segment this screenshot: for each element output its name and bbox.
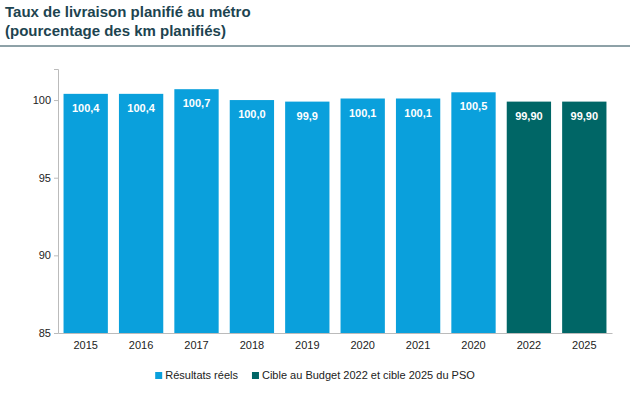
data-labels: 100,4 100,4 100,7 100,0 99,9 100,1 100,1 100,5 9… — [72, 97, 598, 121]
x-tick-label: 2016 — [129, 339, 153, 351]
data-label: 100,4 — [72, 102, 100, 114]
chart: Taux de livraison planifié au métro (pour… — [0, 0, 630, 393]
x-tick-label: 2019 — [295, 339, 319, 351]
x-tick: 2020 — [350, 339, 374, 351]
bar — [64, 94, 108, 333]
y-tick-label: 95 — [39, 172, 51, 184]
legend-swatch — [252, 372, 259, 379]
x-tick-label: 2020 — [350, 339, 374, 351]
x-tick: 2025 — [572, 339, 596, 351]
x-tick-label: 2021 — [406, 339, 430, 351]
y-axis-line — [54, 70, 59, 334]
y-tick-mark — [54, 333, 58, 334]
x-tick: 2017 — [184, 339, 208, 351]
y-tick-label: 90 — [39, 249, 51, 261]
legend-label: Cible au Budget 2022 et cible 2025 du PS… — [262, 369, 475, 381]
y-tick: 95 — [39, 172, 58, 184]
data-label: 100,5 — [460, 100, 488, 112]
data-label: 100,1 — [349, 107, 377, 119]
x-tick-label: 2017 — [184, 339, 208, 351]
y-tick-mark — [54, 100, 58, 101]
data-label: 100,7 — [183, 97, 211, 109]
legend-label: Résultats réels — [165, 369, 238, 381]
bar — [174, 89, 218, 333]
bar — [341, 99, 385, 333]
x-tick-label: 2018 — [240, 339, 264, 351]
legend-item: Résultats réels — [155, 369, 238, 381]
x-tick-label: 2025 — [572, 339, 596, 351]
x-tick: 2020 — [461, 339, 485, 351]
y-tick: 85 — [39, 327, 58, 339]
legend-swatch — [155, 372, 162, 379]
y-tick: 100 — [33, 94, 58, 106]
x-tick-label: 2020 — [461, 339, 485, 351]
legend-item: Cible au Budget 2022 et cible 2025 du PS… — [252, 369, 475, 381]
data-label: 100,1 — [404, 107, 432, 119]
data-label: 99,90 — [515, 110, 543, 122]
y-tick: 90 — [39, 249, 58, 261]
data-label: 100,0 — [238, 108, 266, 120]
title: Taux de livraison planifié au métro — [5, 3, 251, 20]
y-tick-label: 100 — [33, 94, 51, 106]
y-tick-label: 85 — [39, 327, 51, 339]
subtitle: (pourcentage des km planifiés) — [5, 22, 226, 39]
bars — [64, 89, 607, 333]
bar — [230, 100, 274, 333]
y-tick-mark — [54, 178, 58, 179]
y-axis: 85 90 95 100 — [33, 70, 59, 340]
title-rule — [0, 46, 630, 47]
bar — [396, 99, 440, 333]
data-label: 99,9 — [297, 110, 318, 122]
bar — [562, 102, 606, 333]
bar — [285, 102, 329, 333]
x-tick-label: 2015 — [73, 339, 97, 351]
data-label: 100,4 — [127, 102, 155, 114]
x-tick: 2022 — [517, 339, 541, 351]
x-tick-label: 2022 — [517, 339, 541, 351]
x-tick: 2015 — [73, 339, 97, 351]
bar — [451, 92, 495, 333]
y-tick-mark — [54, 255, 58, 256]
x-axis-line — [59, 333, 613, 334]
x-axis: 2015 2016 2017 2018 2019 2020 2021 2020 2022 2025 — [59, 334, 613, 351]
bar — [507, 102, 551, 333]
x-tick: 2018 — [240, 339, 264, 351]
bar — [119, 94, 163, 333]
x-tick: 2021 — [406, 339, 430, 351]
data-label: 99,90 — [571, 110, 599, 122]
x-tick: 2019 — [295, 339, 319, 351]
legend: Résultats réels Cible au Budget 2022 et c… — [155, 369, 475, 381]
x-tick: 2016 — [129, 339, 153, 351]
